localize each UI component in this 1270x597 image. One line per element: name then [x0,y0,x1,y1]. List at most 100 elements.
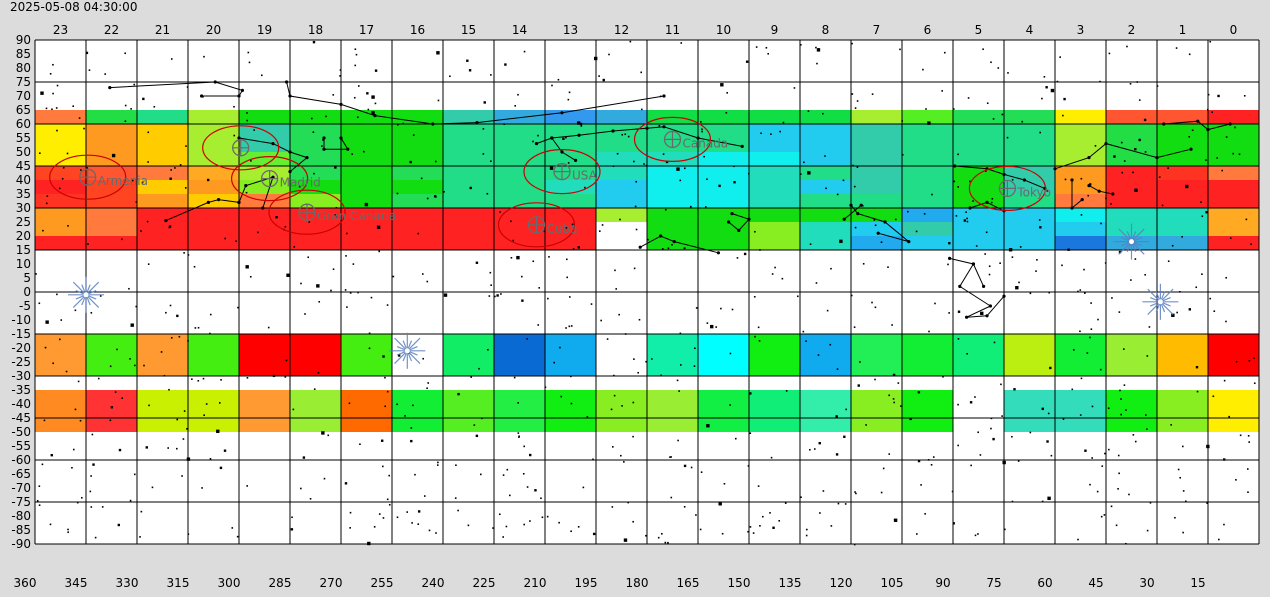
x-bottom-tick-label: 285 [269,576,292,590]
star-dot [835,453,839,456]
star-dot [948,241,951,245]
x-top-tick-label: 5 [975,23,983,37]
heatmap-cell [86,334,138,376]
star-dot [170,169,172,171]
heatmap-cell [1055,334,1107,376]
sparkle-ray [72,281,87,296]
star-dot [233,134,236,137]
star-dot [457,392,460,396]
star-dot [99,295,102,297]
star-dot [538,287,541,289]
star-dot [121,397,124,399]
star-dot [129,358,131,360]
star-dot [235,240,237,243]
y-tick-label: 45 [16,159,31,173]
heatmap-cell [749,124,801,152]
star-dot [917,390,921,394]
star-dot [504,63,507,66]
star-dot [743,252,747,256]
star-dot [1073,349,1075,351]
constellation-star [971,262,976,266]
star-dot [88,69,91,71]
sparkle-ray [1131,241,1145,255]
star-dot [830,525,833,527]
star-dot [781,277,784,280]
star-dot [85,51,89,55]
star-dot [473,424,476,426]
star-dot [371,111,375,115]
star-dot [1170,424,1172,426]
star-dot [592,458,594,461]
star-dot [133,364,136,367]
location-ellipse [523,149,601,195]
star-dot [1235,360,1238,363]
star-dot [1099,368,1102,371]
heatmap-cell [902,194,954,208]
star-dot [977,533,979,535]
heatmap-cell [341,418,393,432]
star-dot [562,137,565,140]
star-dot [246,119,249,122]
star-dot [826,309,829,312]
star-dot [38,485,41,487]
star-dot [1212,395,1215,398]
star-dot [616,152,619,155]
star-dot [548,256,550,258]
star-dot [567,162,570,164]
star-dot [1196,390,1199,393]
star-dot [45,202,48,205]
star-dot [683,505,686,508]
star-dot [43,419,46,422]
heatmap-cell [341,236,393,250]
star-dot [38,504,41,506]
star-dot [988,265,991,268]
star-dot [1134,188,1138,192]
star-dot [1229,237,1232,239]
x-bottom-tick-label: 360 [14,576,37,590]
star-dot [759,525,761,527]
heatmap-cell [341,194,393,208]
star-dot [1247,491,1249,493]
star-dot [1182,531,1184,534]
star-dot [349,527,351,529]
heatmap-cell [1157,194,1209,208]
star-dot [618,313,620,316]
constellation-star [285,80,289,84]
star-dot [1007,72,1009,74]
heatmap-cell [239,236,291,250]
star-dot [577,246,581,249]
star-dot [809,243,812,245]
heatmap-cell [647,418,699,432]
star-dot [693,365,696,367]
star-dot [627,501,629,504]
star-dot [357,85,360,87]
star-dot [815,46,817,49]
heatmap-cell [35,110,87,124]
y-tick-label: -45 [11,411,31,425]
heatmap-cell [392,418,444,432]
constellation-star [1002,172,1006,176]
star-dot [286,273,290,277]
star-dot [667,247,670,250]
heatmap-cell [1055,124,1107,152]
star-dot [676,167,680,171]
star-dot [510,220,512,223]
heatmap-cell [35,334,87,376]
heatmap-cell [647,390,699,418]
star-dot [590,303,593,305]
star-dot [689,205,692,208]
star-dot [499,211,501,213]
constellation-star [261,206,265,210]
star-dot [985,231,988,234]
star-dot [1046,190,1049,192]
star-dot [923,213,926,215]
constellation-line [286,81,665,125]
star-dot [1146,355,1149,357]
star-dot [747,465,750,467]
star-dot [1188,308,1192,311]
star-dot [330,289,332,292]
x-bottom-tick-label: 120 [830,576,853,590]
star-dot [482,128,485,130]
star-dot [183,252,185,254]
star-dot [1120,398,1122,400]
